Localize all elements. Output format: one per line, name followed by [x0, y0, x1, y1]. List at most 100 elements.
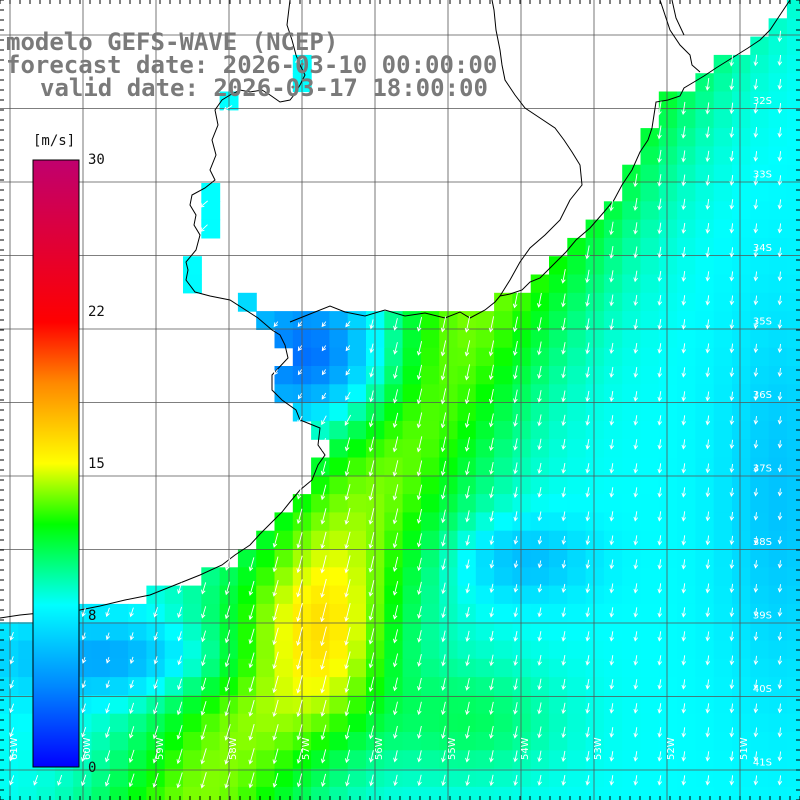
wind-cell: [750, 219, 770, 239]
wind-cell: [549, 329, 568, 349]
wind-cell: [750, 347, 770, 367]
wind-arrow: [657, 631, 663, 642]
wind-arrow: [152, 725, 159, 740]
wind-cell: [329, 329, 349, 349]
wind-cell: [567, 311, 587, 330]
wind-arrow: [633, 173, 638, 188]
wind-cell: [402, 603, 422, 623]
wind-cell: [622, 237, 642, 257]
wind-cell: [713, 420, 733, 440]
wind-arrow: [729, 511, 735, 522]
wind-cell: [329, 420, 349, 440]
wind-cell: [109, 677, 129, 696]
wind-arrow: [224, 748, 231, 765]
wind-cell: [640, 549, 660, 568]
wind-arrow: [705, 751, 711, 762]
wind-arrow: [657, 101, 662, 116]
wind-arrow: [657, 246, 662, 259]
wind-arrow: [296, 508, 303, 525]
wind-arrow: [393, 750, 398, 763]
wind-cell: [567, 695, 587, 715]
wind-arrow: [537, 365, 542, 380]
wind-arrow: [223, 105, 233, 111]
wind-cell: [768, 420, 788, 440]
wind-cell: [622, 512, 642, 532]
wind-arrow: [393, 342, 398, 355]
wind-cell: [549, 256, 568, 276]
wind-cell: [18, 640, 38, 660]
wind-cell: [622, 201, 642, 221]
wind-cell: [329, 585, 349, 605]
wind-arrow: [513, 365, 518, 380]
wind-cell: [494, 530, 513, 550]
wind-cell: [237, 603, 257, 623]
wind-cell: [732, 91, 751, 111]
wind-cell: [274, 512, 294, 532]
wind-cell: [640, 329, 660, 349]
wind-cell: [384, 530, 404, 550]
wind-arrow: [561, 487, 566, 498]
wind-cell: [347, 567, 367, 587]
wind-cell: [311, 603, 330, 623]
colorbar: [32, 159, 80, 768]
wind-cell: [695, 329, 715, 349]
wind-cell: [512, 384, 532, 404]
wind-arrow: [729, 703, 735, 714]
wind-arrow: [417, 725, 422, 739]
wind-cell: [750, 640, 770, 660]
wind-arrow: [488, 364, 494, 381]
wind-arrow: [657, 295, 663, 306]
wind-arrow: [681, 319, 687, 330]
wind-arrow: [513, 678, 518, 691]
wind-arrow: [777, 608, 783, 617]
wind-cell: [695, 530, 715, 550]
wind-arrow: [681, 295, 687, 306]
wind-cell: [347, 677, 367, 696]
wind-arrow: [81, 703, 86, 714]
wind-arrow: [344, 603, 351, 622]
wind-arrow: [128, 773, 135, 788]
wind-arrow: [104, 750, 111, 763]
wind-arrow: [729, 559, 735, 570]
wind-arrow: [681, 775, 687, 786]
wind-cell: [311, 457, 330, 477]
wind-cell: [786, 658, 800, 678]
wind-cell: [622, 640, 642, 660]
wind-cell: [237, 677, 257, 696]
wind-arrow: [9, 703, 15, 714]
lon-label: 57W: [301, 737, 312, 760]
wind-cell: [732, 311, 751, 330]
wind-cell: [256, 585, 276, 605]
wind-cell: [201, 786, 221, 800]
wind-arrow: [297, 369, 303, 376]
wind-arrow: [777, 655, 783, 666]
wind-cell: [530, 585, 550, 605]
wind-arrow: [248, 580, 255, 596]
wind-arrow: [513, 511, 518, 522]
wind-arrow: [320, 602, 327, 623]
wind-arrow: [344, 627, 351, 646]
wind-arrow: [321, 345, 327, 352]
wind-cell: [347, 402, 367, 422]
wind-cell: [713, 73, 733, 93]
wind-cell: [311, 786, 330, 800]
wind-cell: [713, 695, 733, 715]
wind-cell: [494, 603, 513, 623]
wind-cell: [677, 603, 696, 623]
wind-cell: [201, 658, 221, 678]
wind-cell: [311, 512, 330, 532]
wind-cell: [622, 658, 642, 678]
wind-arrow: [633, 679, 639, 690]
wind-arrow: [609, 487, 615, 498]
wind-cell: [475, 640, 495, 660]
wind-arrow: [729, 655, 735, 666]
wind-cell: [732, 219, 751, 239]
wind-cell: [732, 658, 751, 678]
wind-cell: [677, 183, 696, 202]
wind-arrow: [585, 342, 590, 355]
wind-cell: [347, 786, 367, 800]
wind-cell: [0, 713, 19, 733]
wind-cell: [768, 402, 788, 422]
wind-cell: [549, 713, 568, 733]
wind-cell: [750, 768, 770, 788]
